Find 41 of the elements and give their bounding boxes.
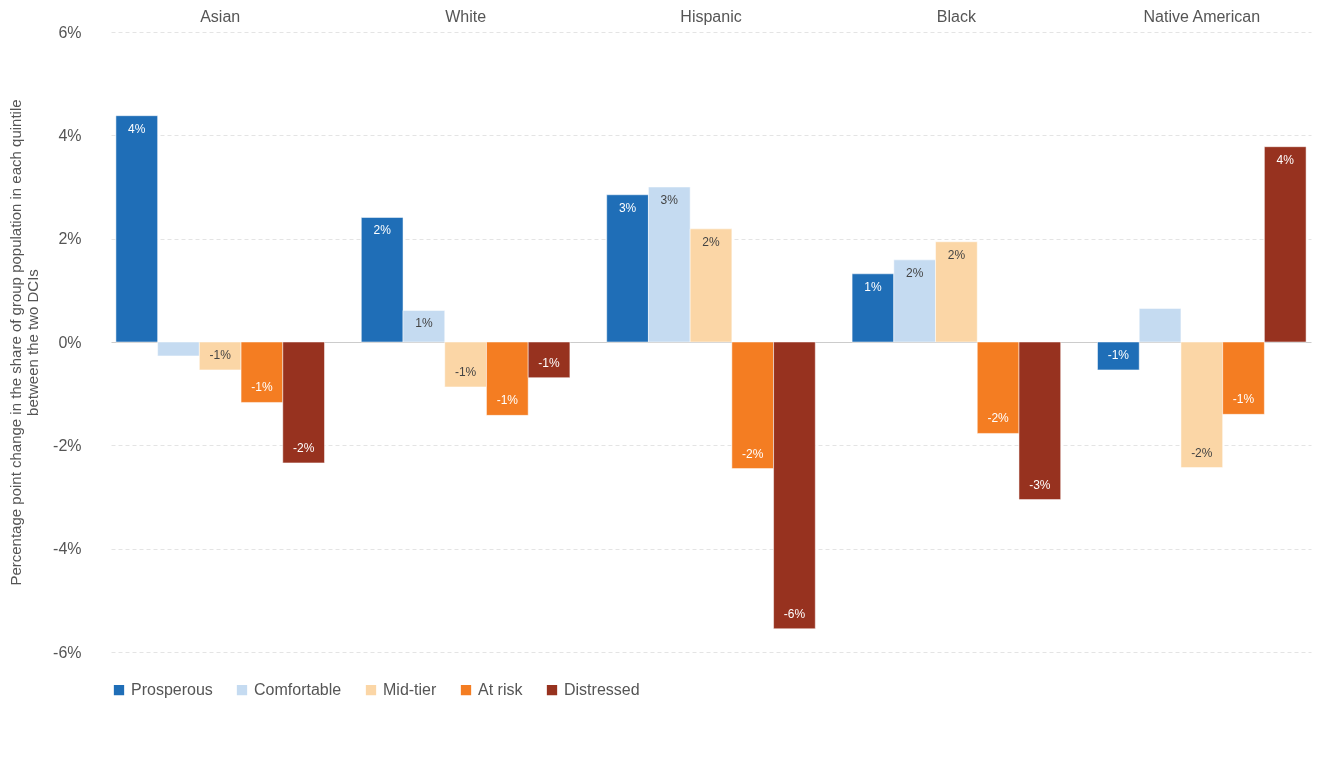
data-label: -1% xyxy=(1232,392,1255,407)
y-tick-label: 2% xyxy=(58,230,82,248)
data-label: 1% xyxy=(415,316,433,331)
data-label: -2% xyxy=(742,446,764,461)
legend-label: Mid-tier xyxy=(383,681,438,699)
x-tick-label: Asian xyxy=(200,7,241,25)
data-label: 4% xyxy=(1276,152,1295,167)
data-label: -2% xyxy=(1191,445,1213,460)
legend-label: Distressed xyxy=(564,681,640,699)
data-label: -1% xyxy=(454,364,477,379)
data-label: 2% xyxy=(373,223,392,238)
data-label: -1% xyxy=(209,347,232,362)
y-axis-title: Percentage point change in the share of group population in each quintile between the two DCIs xyxy=(7,99,42,586)
y-tick-label: -4% xyxy=(53,540,82,558)
x-tick-label: Black xyxy=(936,7,977,25)
y-tick-label: -6% xyxy=(53,643,82,661)
data-label: -6% xyxy=(783,606,806,621)
y-tick-label: 6% xyxy=(58,23,82,41)
y-tick-label: -2% xyxy=(53,436,82,454)
legend-label: Comfortable xyxy=(254,681,342,699)
data-label: -1% xyxy=(538,355,561,370)
data-label: -2% xyxy=(987,411,1010,426)
data-label: 3% xyxy=(618,200,637,215)
data-label: -1% xyxy=(1107,347,1130,362)
data-label: 2% xyxy=(947,247,966,262)
data-label: 2% xyxy=(906,265,924,280)
x-tick-label: Native American xyxy=(1143,7,1261,25)
x-tick-label: White xyxy=(445,7,487,25)
legend-label: At risk xyxy=(478,681,524,699)
data-label: 3% xyxy=(660,193,679,207)
data-label: 4% xyxy=(128,121,146,136)
legend-label: Prosperous xyxy=(131,681,213,699)
y-tick-label: 4% xyxy=(58,126,82,144)
data-label: 2% xyxy=(702,234,720,249)
data-label: -2% xyxy=(292,440,315,455)
y-tick-label: 0% xyxy=(58,333,82,351)
x-tick-label: Hispanic xyxy=(680,7,742,25)
data-label: -1% xyxy=(251,380,273,395)
data-label: -1% xyxy=(496,393,519,408)
data-label: 1% xyxy=(864,279,882,294)
data-label: -3% xyxy=(1029,477,1051,492)
